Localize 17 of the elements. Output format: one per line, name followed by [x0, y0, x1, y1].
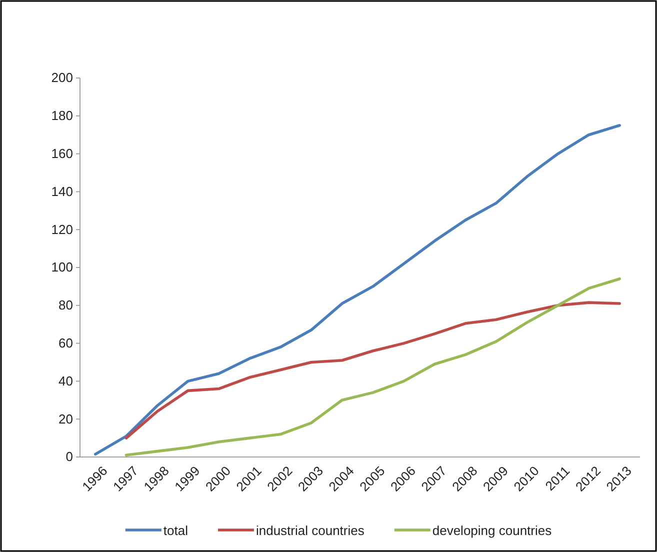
legend-label: total	[163, 523, 188, 538]
y-tick-label: 120	[51, 222, 73, 237]
y-tick-label: 200	[51, 70, 73, 86]
y-tick-label: 0	[66, 449, 73, 464]
y-tick-label: 100	[51, 260, 73, 275]
y-tick-label: 80	[58, 298, 73, 313]
y-tick-label: 60	[58, 335, 73, 350]
legend-label: industrial countries	[256, 523, 365, 538]
y-tick-label: 40	[58, 373, 73, 388]
line-series	[124, 277, 621, 457]
line-series	[94, 124, 621, 456]
legend-label: developing countries	[432, 523, 552, 538]
y-tick-label: 140	[51, 184, 73, 199]
y-tick-label: 160	[51, 146, 73, 161]
y-tick-label: 180	[51, 108, 73, 124]
y-tick-label: 20	[58, 411, 73, 426]
line-series	[124, 301, 621, 440]
